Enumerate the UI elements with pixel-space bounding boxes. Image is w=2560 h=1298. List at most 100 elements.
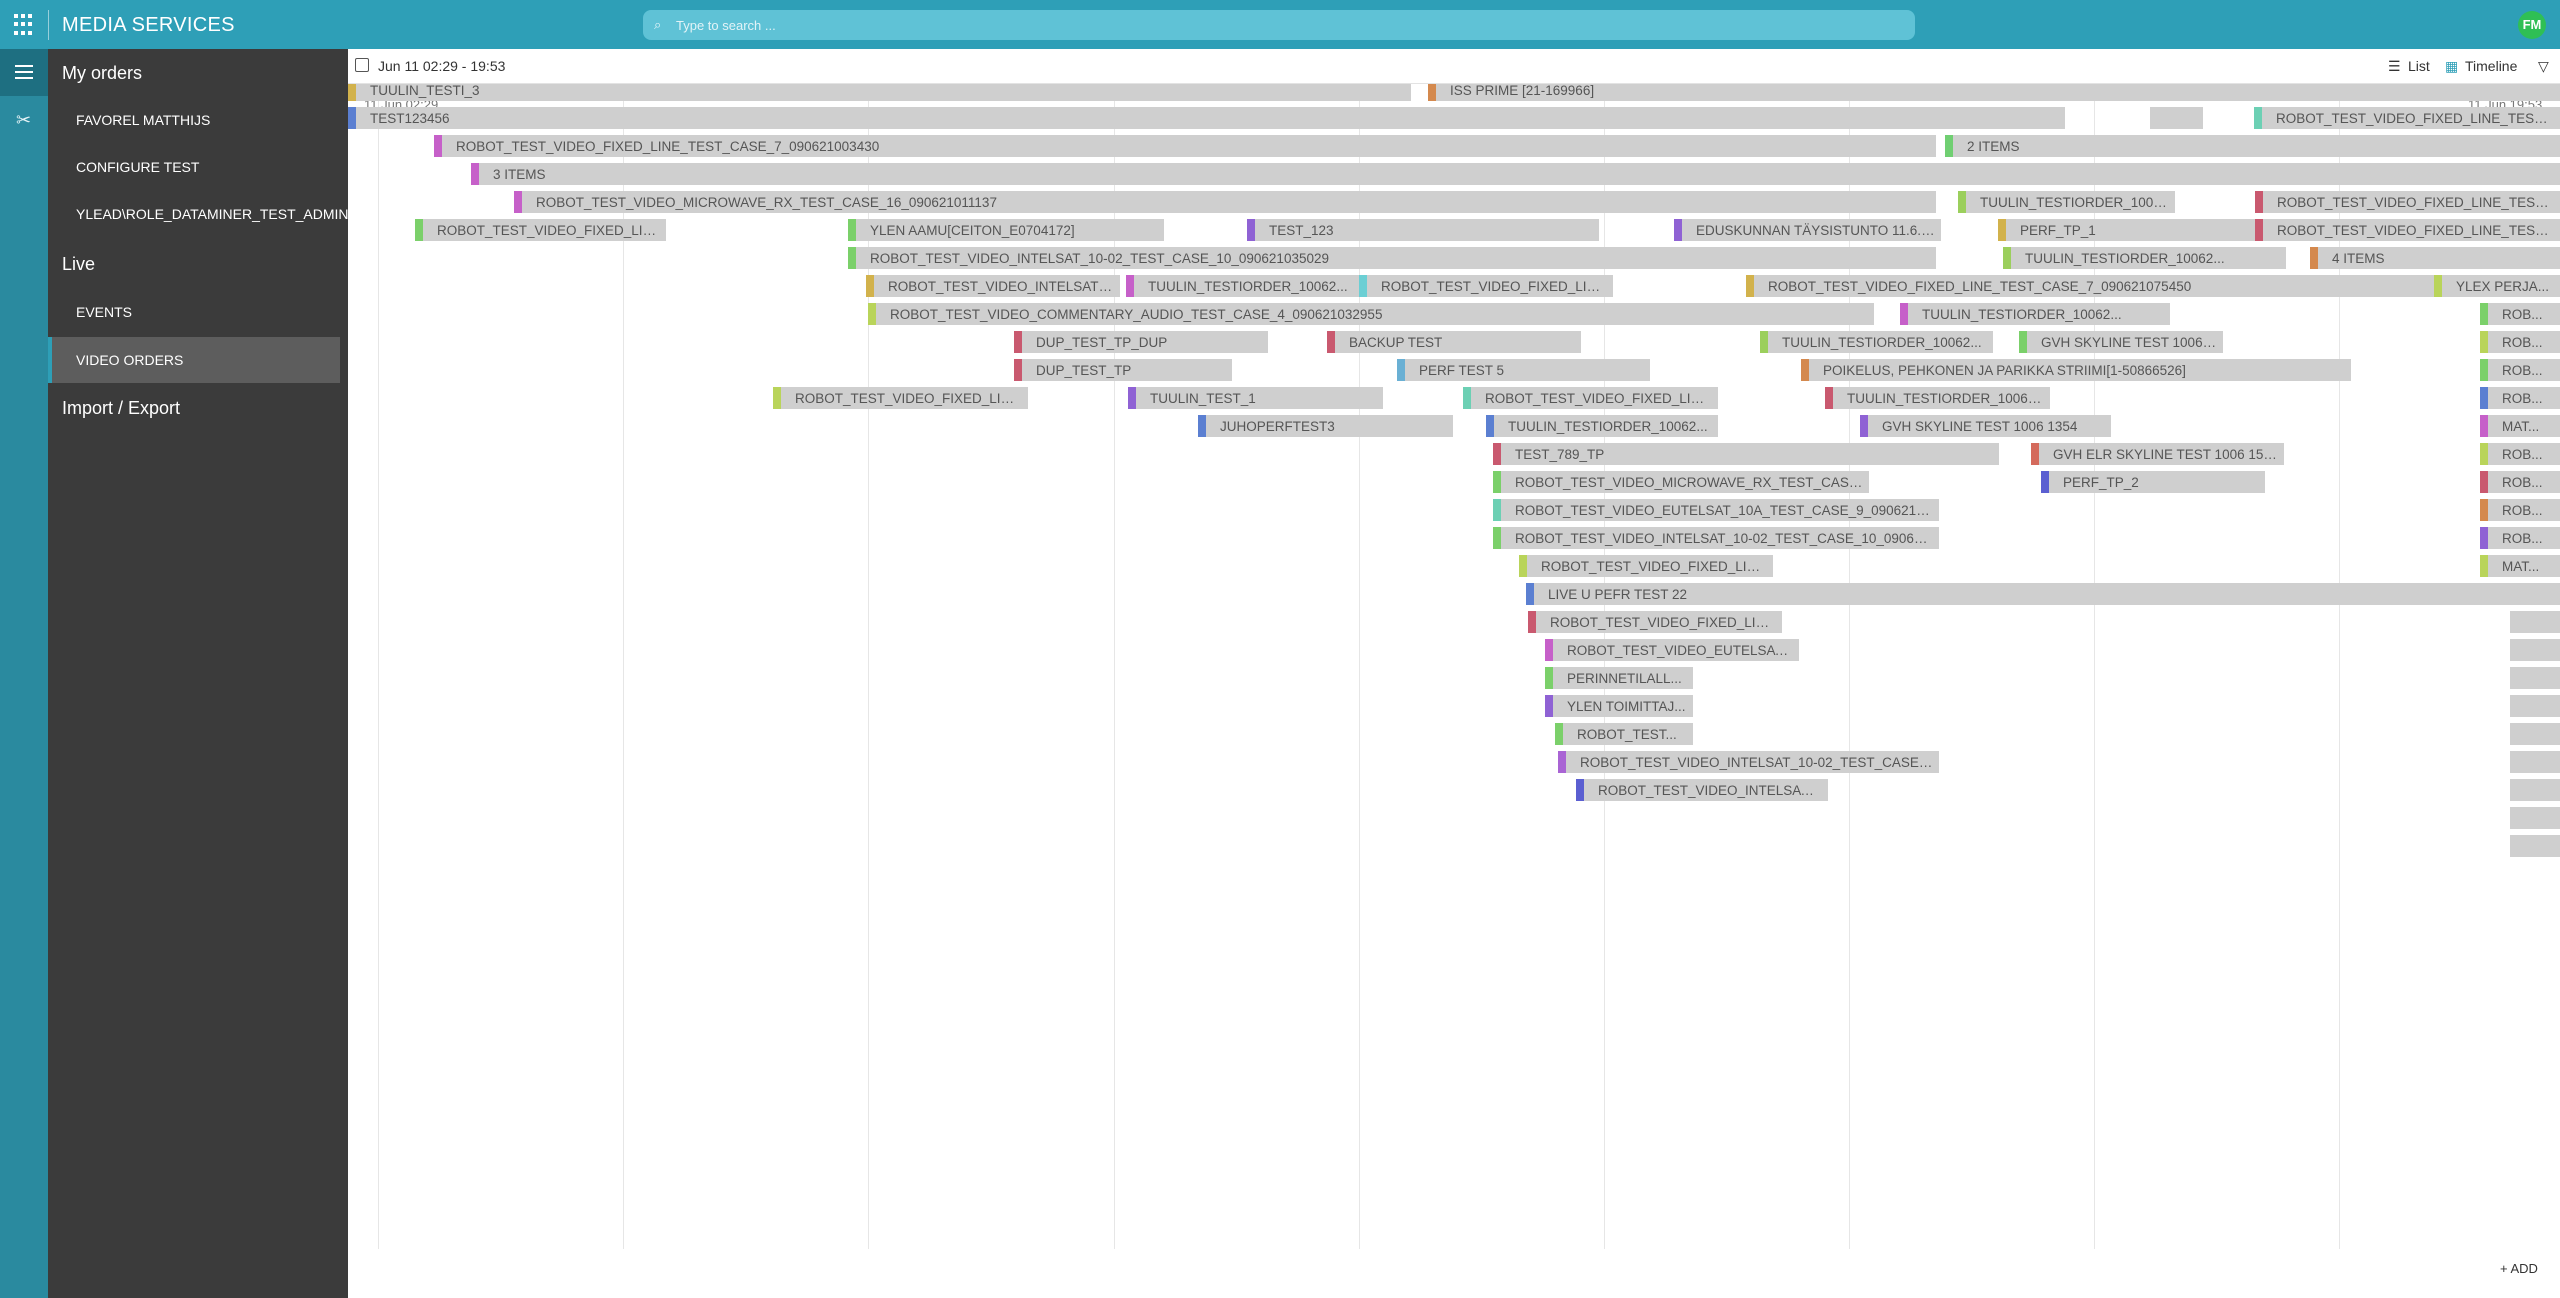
filter-icon[interactable]: ▽ bbox=[2538, 58, 2549, 74]
timeline-order-bar[interactable]: TEST123456 bbox=[348, 107, 2065, 129]
timeline-order-bar[interactable]: PERF TEST 5 bbox=[1397, 359, 1650, 381]
sidebar-item-events[interactable]: EVENTS bbox=[48, 289, 340, 335]
timeline-order-bar[interactable] bbox=[2510, 667, 2560, 689]
timeline-order-bar[interactable]: 4 ITEMS bbox=[2310, 247, 2560, 269]
sidebar-item-video-orders[interactable]: VIDEO ORDERS bbox=[48, 337, 340, 383]
user-avatar[interactable]: FM bbox=[2518, 11, 2546, 39]
timeline-order-bar[interactable]: YLEN AAMU[CEITON_E0704172] bbox=[848, 219, 1164, 241]
timeline-order-bar[interactable]: ISS PRIME [21-169966] bbox=[1428, 84, 2560, 101]
timeline-order-bar[interactable] bbox=[2510, 695, 2560, 717]
timeline-order-bar[interactable]: ROBOT_TEST_VIDEO_COMMENTARY_AUDIO_TEST_C… bbox=[868, 303, 1874, 325]
tools-icon[interactable]: ✂ bbox=[16, 110, 32, 130]
timeline-order-bar[interactable]: JUHOPERFTEST3 bbox=[1198, 415, 1453, 437]
timeline-order-bar[interactable]: GVH SKYLINE TEST 1006 1508 bbox=[2019, 331, 2223, 353]
timeline-order-bar[interactable]: PERINNETILALL... bbox=[1545, 667, 1693, 689]
timeline-order-bar[interactable]: LIVE U PEFR TEST 22 bbox=[1526, 583, 2560, 605]
timeline-order-bar[interactable]: ROBOT_TEST_VIDEO_FIXED_LINE_... bbox=[1463, 387, 1718, 409]
calendar-icon[interactable] bbox=[355, 58, 369, 72]
timeline-order-bar[interactable]: EDUSKUNNAN TÄYSISTUNTO 11.6.20... bbox=[1674, 219, 1941, 241]
sidebar-section-my-orders[interactable]: My orders bbox=[62, 63, 143, 83]
timeline-order-bar[interactable] bbox=[2510, 611, 2560, 633]
timeline-order-bar[interactable]: ROBOT_TEST_VIDEO_FIXED_LINE_... bbox=[1519, 555, 1773, 577]
timeline-order-bar[interactable]: ROBOT_TEST_VIDEO_INTELSAT_10-02_TEST_CAS… bbox=[848, 247, 1936, 269]
timeline-order-bar[interactable]: ROBOT_TEST_VIDEO_FIXED_LINE_... bbox=[773, 387, 1028, 409]
timeline-order-bar[interactable]: ROBOT_TEST_VIDEO_INTELSAT_9... bbox=[1576, 779, 1828, 801]
timeline-order-bar[interactable]: ROBOT_TEST_VIDEO_INTELSAT_10-02_TEST_CAS… bbox=[1493, 527, 1939, 549]
timeline-order-bar[interactable]: ROBOT_TEST_VIDEO_FIXED_LINE_TEST_C... bbox=[2255, 219, 2560, 241]
timeline-order-bar[interactable]: ROBOT_TEST... bbox=[1555, 723, 1693, 745]
timeline-order-bar[interactable]: TUULIN_TESTIORDER_10062... bbox=[2003, 247, 2286, 269]
timeline-order-bar[interactable]: TUULIN_TESTIORDER_10062... bbox=[1825, 387, 2050, 409]
timeline-order-bar[interactable]: MAT... bbox=[2480, 555, 2560, 577]
timeline-order-bar[interactable]: MAT... bbox=[2480, 415, 2560, 437]
order-label: ROBOT_TEST_VIDEO_COMMENTARY_AUDIO_TEST_C… bbox=[890, 307, 1383, 322]
timeline-order-bar[interactable] bbox=[2510, 723, 2560, 745]
timeline-order-bar[interactable]: ROBOT_TEST_VIDEO_FIXED_LINE_... bbox=[1528, 611, 1782, 633]
timeline-order-bar[interactable]: POIKELUS, PEHKONEN JA PARIKKA STRIIMI[1-… bbox=[1801, 359, 2351, 381]
timeline-order-bar[interactable]: GVH SKYLINE TEST 1006 1354 bbox=[1860, 415, 2111, 437]
timeline-order-bar[interactable]: TUULIN_TESTIORDER_10062... bbox=[1958, 191, 2175, 213]
timeline-order-bar[interactable]: ROB... bbox=[2480, 331, 2560, 353]
timeline-order-bar[interactable]: ROBOT_TEST_VIDEO_MICROWAVE_RX_TEST_CASE_… bbox=[1493, 471, 1869, 493]
timeline-order-bar[interactable]: 2 ITEMS bbox=[1945, 135, 2560, 157]
timeline-order-bar[interactable]: DUP_TEST_TP bbox=[1014, 359, 1232, 381]
timeline-order-bar[interactable]: TUULIN_TESTIORDER_10062... bbox=[1126, 275, 1363, 297]
timeline-order-bar[interactable]: YLEX PERJA... bbox=[2434, 275, 2560, 297]
timeline-order-bar[interactable]: ROBOT_TEST_VIDEO_INTELSAT_10-02_TEST_CAS… bbox=[1558, 751, 1939, 773]
timeline-order-bar[interactable]: ROB... bbox=[2480, 303, 2560, 325]
timeline-order-bar[interactable] bbox=[2150, 107, 2203, 129]
timeline-order-bar[interactable]: ROBOT_TEST_VIDEO_FIXED_LINE_TEST_CASE_7_… bbox=[1746, 275, 2543, 297]
menu-icon[interactable] bbox=[0, 49, 48, 96]
timeline-view-button[interactable]: Timeline bbox=[2465, 58, 2518, 74]
timeline-order-bar[interactable]: BACKUP TEST bbox=[1327, 331, 1581, 353]
timeline-order-bar[interactable]: TEST_123 bbox=[1247, 219, 1599, 241]
timeline-order-bar[interactable] bbox=[2510, 583, 2560, 605]
add-button[interactable]: + ADD bbox=[2500, 1261, 2538, 1276]
timeline-order-bar[interactable]: ROBOT_TEST_VIDEO_EUTELSAT_10A_TEST_CASE_… bbox=[1493, 499, 1939, 521]
timeline-order-bar[interactable]: ROBOT_TEST_VIDEO_MICROWAVE_RX_TEST_CASE_… bbox=[514, 191, 1936, 213]
timeline-order-bar[interactable]: ROBOT_TEST_VIDEO_FIXED_LINE_TEST_C... bbox=[2255, 191, 2560, 213]
timeline-order-bar[interactable]: ROBOT_TEST_VIDEO_INTELSAT_9... bbox=[866, 275, 1120, 297]
timeline-order-bar[interactable]: TUULIN_TESTI_3 bbox=[348, 84, 1411, 101]
sidebar-item-favorel-matthijs[interactable]: FAVOREL MATTHIJS bbox=[48, 97, 340, 143]
timeline-order-bar[interactable]: ROBOT_TEST_VIDEO_FIXED_LINE_TEST_C... bbox=[2254, 107, 2560, 129]
timeline-order-bar[interactable]: ROB... bbox=[2480, 471, 2560, 493]
order-status-marker bbox=[2480, 303, 2488, 325]
timeline-order-bar[interactable]: TUULIN_TESTIORDER_10062... bbox=[1900, 303, 2170, 325]
timeline-order-bar[interactable] bbox=[2510, 639, 2560, 661]
timeline-order-bar[interactable]: ROBOT_TEST_VIDEO_FIXED_LINE_... bbox=[415, 219, 666, 241]
timeline-order-bar[interactable] bbox=[2510, 751, 2560, 773]
timeline-order-bar[interactable]: ROBOT_TEST_VIDEO_FIXED_LINE_... bbox=[1359, 275, 1613, 297]
sidebar-section-import-export[interactable]: Import / Export bbox=[62, 398, 181, 418]
timeline-order-bar[interactable]: ROB... bbox=[2480, 499, 2560, 521]
list-icon[interactable]: ☰ bbox=[2388, 58, 2401, 74]
timeline-order-bar[interactable] bbox=[2510, 807, 2560, 829]
apps-grid-icon[interactable] bbox=[14, 14, 36, 36]
timeline-order-bar[interactable]: 3 ITEMS bbox=[471, 163, 2560, 185]
timeline-order-bar[interactable]: YLEN TOIMITTAJ... bbox=[1545, 695, 1693, 717]
sidebar-item-configure-test[interactable]: CONFIGURE TEST bbox=[48, 144, 340, 190]
timeline-order-bar[interactable]: ROBOT_TEST_VIDEO_EUTELSAT_1... bbox=[1545, 639, 1799, 661]
timeline-canvas[interactable]: 11 Jun 02:29 11 Jun 19:53 TUULIN_TESTI_3… bbox=[348, 84, 2560, 1249]
timeline-order-bar[interactable]: ROB... bbox=[2480, 359, 2560, 381]
search-input[interactable]: ⌕ Type to search ... bbox=[643, 10, 1915, 40]
timeline-order-bar[interactable]: ROB... bbox=[2480, 527, 2560, 549]
timeline-order-bar[interactable]: DUP_TEST_TP_DUP bbox=[1014, 331, 1268, 353]
timeline-order-bar[interactable]: PERF_TP_2 bbox=[2041, 471, 2265, 493]
timeline-order-bar[interactable]: TUULIN_TESTIORDER_10062... bbox=[1486, 415, 1718, 437]
timeline-order-bar[interactable]: ROB... bbox=[2480, 443, 2560, 465]
timeline-order-bar[interactable]: TUULIN_TESTIORDER_10062... bbox=[1760, 331, 1993, 353]
sidebar-section-live[interactable]: Live bbox=[62, 254, 96, 274]
timeline-order-bar[interactable]: TUULIN_TEST_1 bbox=[1128, 387, 1383, 409]
timeline-icon[interactable]: ▦ bbox=[2445, 58, 2459, 74]
order-label: ROB... bbox=[2502, 531, 2543, 546]
timeline-order-bar[interactable]: ROBOT_TEST_VIDEO_FIXED_LINE_TEST_CASE_7_… bbox=[434, 135, 1936, 157]
date-range[interactable]: Jun 11 02:29 - 19:53 bbox=[378, 58, 506, 74]
sidebar-item-ylead-role[interactable]: YLEAD\ROLE_DATAMINER_TEST_ADMIN bbox=[48, 191, 349, 237]
timeline-order-bar[interactable] bbox=[2510, 779, 2560, 801]
list-view-button[interactable]: List bbox=[2408, 58, 2430, 74]
timeline-order-bar[interactable]: ROB... bbox=[2480, 387, 2560, 409]
timeline-order-bar[interactable]: TEST_789_TP bbox=[1493, 443, 1999, 465]
timeline-order-bar[interactable] bbox=[2510, 835, 2560, 857]
timeline-order-bar[interactable]: GVH ELR SKYLINE TEST 1006 1515 bbox=[2031, 443, 2284, 465]
